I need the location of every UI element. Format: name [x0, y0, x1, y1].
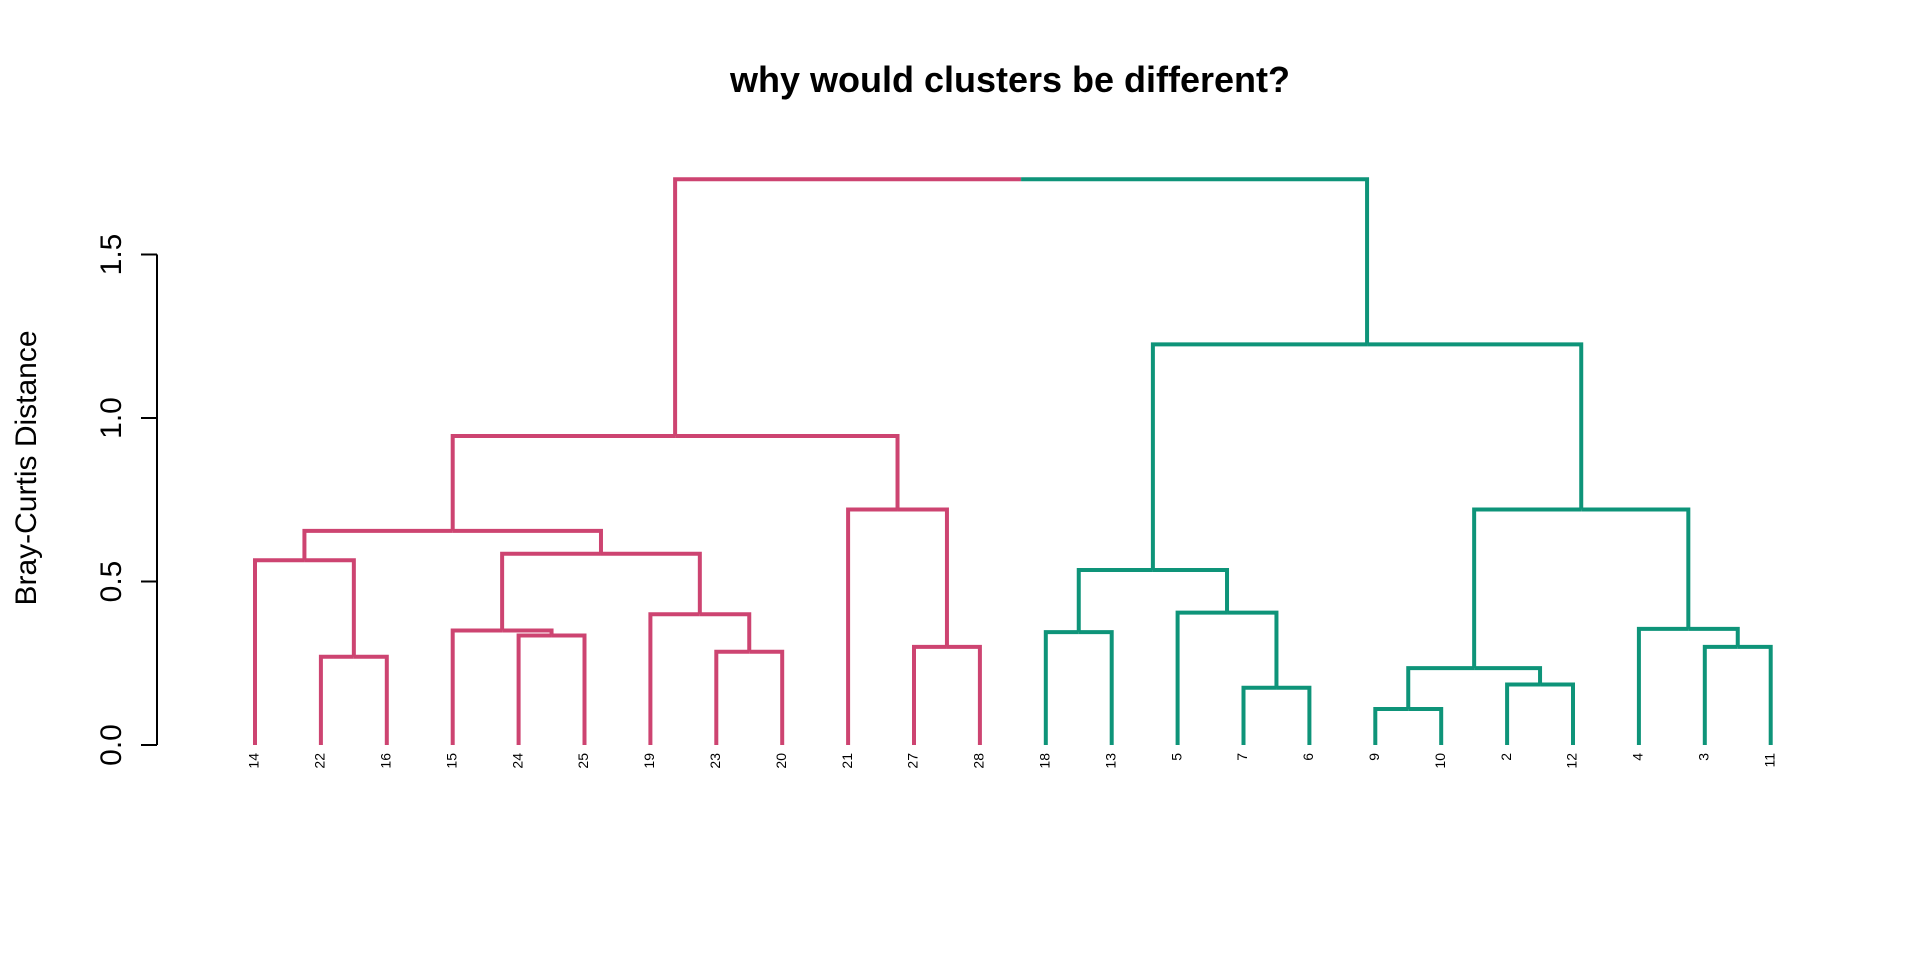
leaf-label: 21 [839, 753, 855, 769]
dendrogram-branch [1406, 666, 1475, 710]
dendrogram-branch [302, 528, 453, 561]
dendrogram-branch [253, 558, 305, 745]
dendrogram-branch [450, 433, 676, 531]
leaf-label: 4 [1630, 753, 1646, 761]
dendrogram-branch [699, 612, 752, 652]
leaf-label: 9 [1366, 753, 1382, 761]
dendrogram-branch [600, 551, 702, 615]
dendrogram-branch [1150, 342, 1368, 571]
leaf-label: 10 [1432, 753, 1448, 769]
dendrogram-branch [675, 433, 900, 510]
dendrogram-branch [846, 507, 898, 745]
dendrogram-branch [673, 177, 1022, 436]
dendrogram-branch [450, 628, 503, 745]
leaf-label: 11 [1761, 753, 1777, 768]
leaf-label: 2 [1498, 753, 1514, 761]
dendrogram-branch [1472, 507, 1582, 669]
leaf-label: 22 [312, 753, 328, 769]
leaf-label: 18 [1037, 753, 1053, 769]
dendrogram-branch [1688, 626, 1740, 647]
dendrogram-branch [1540, 682, 1575, 745]
y-axis: 0.0 0.5 1.0 1.5 [95, 234, 158, 766]
leaf-label: 15 [443, 753, 459, 769]
dendrogram-branch [1227, 610, 1279, 688]
dendrogram-branch [1636, 626, 1689, 745]
dendrogram-branch [1581, 507, 1691, 629]
leaf-label: 7 [1234, 753, 1250, 761]
dendrogram-branch [912, 644, 947, 745]
leaf-label: 27 [905, 753, 921, 769]
chart-title: why would clusters be different? [729, 59, 1290, 100]
dendrogram-branch [1078, 630, 1114, 745]
dendrogram-branch [1474, 666, 1543, 685]
dendrogram-branch [353, 654, 389, 745]
dendrogram-branch [1505, 682, 1541, 745]
dendrogram-branch [1373, 707, 1409, 745]
leaf-label: 5 [1168, 753, 1184, 761]
leaf-labels: 14 22 16 15 24 25 19 23 20 21 27 28 18 13 5 7 6 9 10 2 12 4 3 1… [246, 753, 1778, 769]
leaf-label: 24 [509, 753, 525, 769]
dendrogram-branch [749, 649, 785, 745]
y-tick-label: 1.5 [95, 234, 128, 276]
leaf-label: 25 [575, 753, 591, 769]
dendrogram-branch [516, 633, 552, 745]
dendrogram-branch [1702, 644, 1738, 745]
dendrogram-branch [1076, 568, 1153, 633]
dendrogram-branch [714, 649, 750, 745]
dendrogram-branch [1276, 685, 1312, 745]
dendrogram-branch [551, 633, 587, 745]
y-tick-label: 0.0 [95, 724, 128, 766]
dendrogram-branch [1737, 644, 1773, 745]
dendrogram-branch [318, 654, 354, 745]
leaf-label: 6 [1300, 753, 1316, 761]
leaf-label: 19 [641, 753, 657, 769]
dendrogram-branch [648, 612, 700, 745]
leaf-label: 28 [971, 753, 987, 769]
dendrogram-branch [1043, 630, 1079, 745]
leaf-label: 20 [773, 753, 789, 769]
dendrogram-branch [1408, 707, 1444, 745]
dendrogram-branch [897, 507, 949, 647]
y-tick-label: 1.0 [95, 397, 128, 439]
dendrogram-branch [502, 628, 554, 636]
leaf-label: 12 [1564, 753, 1580, 769]
dendrogram-branch [1152, 568, 1230, 613]
dendrogram-branch [1367, 342, 1584, 510]
y-tick-label: 0.5 [95, 561, 128, 603]
leaf-label: 16 [378, 753, 394, 769]
dendrogram-branch [1175, 610, 1228, 745]
leaf-label: 13 [1102, 753, 1118, 769]
dendrogram-branch [1021, 177, 1370, 345]
dendrogram-branch [304, 558, 356, 657]
leaf-label: 3 [1696, 753, 1712, 761]
dendrogram-branch [452, 528, 603, 554]
y-axis-label: Bray-Curtis Distance [10, 330, 43, 605]
leaf-label: 14 [246, 753, 262, 769]
dendrogram-branch [500, 551, 601, 631]
dendrogram-branch [1241, 685, 1277, 745]
dendrogram-branches [253, 177, 1773, 745]
dendrogram-branch [946, 644, 982, 745]
leaf-label: 23 [707, 753, 723, 769]
